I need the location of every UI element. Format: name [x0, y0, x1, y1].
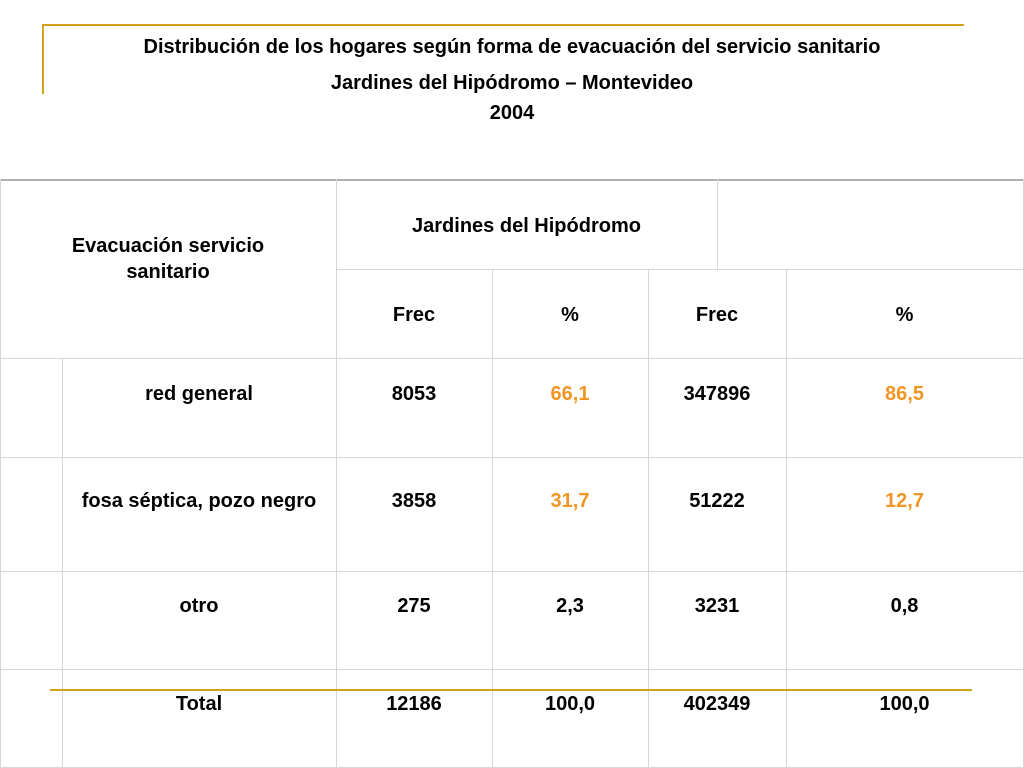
page-subtitle: Jardines del Hipódromo – Montevideo — [330, 72, 694, 94]
table-col-divider — [62, 358, 63, 768]
table-col-divider — [786, 269, 787, 768]
row-label: red general — [145, 383, 253, 405]
table-cell-percent: 86,5 — [885, 383, 924, 405]
decorative-top-rule — [42, 24, 964, 26]
page-year: 2004 — [489, 102, 535, 124]
group-header-label: Jardines del Hipódromo — [412, 215, 641, 237]
row-label: fosa séptica, pozo negro — [81, 490, 317, 512]
table-cell: 100,0 — [879, 693, 930, 715]
column-header: Frec — [392, 304, 436, 326]
table-left-border — [0, 179, 1, 768]
table-cell: 347896 — [683, 383, 751, 405]
table-row-divider — [0, 669, 1024, 670]
column-header: % — [895, 304, 914, 326]
table-col-divider — [717, 179, 718, 269]
table-top-border — [0, 179, 1024, 181]
row-label: otro — [179, 595, 219, 617]
table-cell-percent: 66,1 — [550, 383, 590, 405]
table-cell-percent: 31,7 — [550, 490, 590, 512]
table-cell: 3858 — [391, 490, 437, 512]
column-header: % — [561, 304, 579, 326]
table-cell: 0,8 — [890, 595, 919, 617]
table-cell: 8053 — [391, 383, 437, 405]
row-header-label: Evacuación servicio sanitario — [71, 235, 265, 283]
row-label-total: Total — [175, 693, 223, 715]
table-cell: 2,3 — [556, 595, 584, 617]
column-header: Frec — [695, 304, 739, 326]
decorative-left-rule — [42, 24, 44, 94]
table-cell: 3231 — [694, 595, 740, 617]
table-row-divider — [0, 571, 1024, 572]
table-cell: 275 — [397, 595, 431, 617]
evacuation-table: Evacuación servicio sanitario Jardines d… — [0, 179, 1024, 768]
group-header-label-2 — [717, 201, 1023, 251]
table-col-divider — [648, 269, 649, 768]
table-cell-percent: 12,7 — [885, 490, 924, 512]
table-cell: 51222 — [689, 490, 745, 512]
table-row-divider — [0, 358, 1024, 359]
table-col-divider — [492, 269, 493, 768]
table-header-divider — [336, 269, 1024, 270]
table-cell: 12186 — [386, 693, 442, 715]
table-row-divider — [0, 457, 1024, 458]
table-col-divider — [336, 179, 337, 768]
table-cell: 402349 — [683, 693, 751, 715]
page-title: Distribución de los hogares según forma … — [143, 36, 881, 58]
decorative-bottom-rule — [50, 689, 972, 691]
table-cell: 100,0 — [544, 693, 596, 715]
